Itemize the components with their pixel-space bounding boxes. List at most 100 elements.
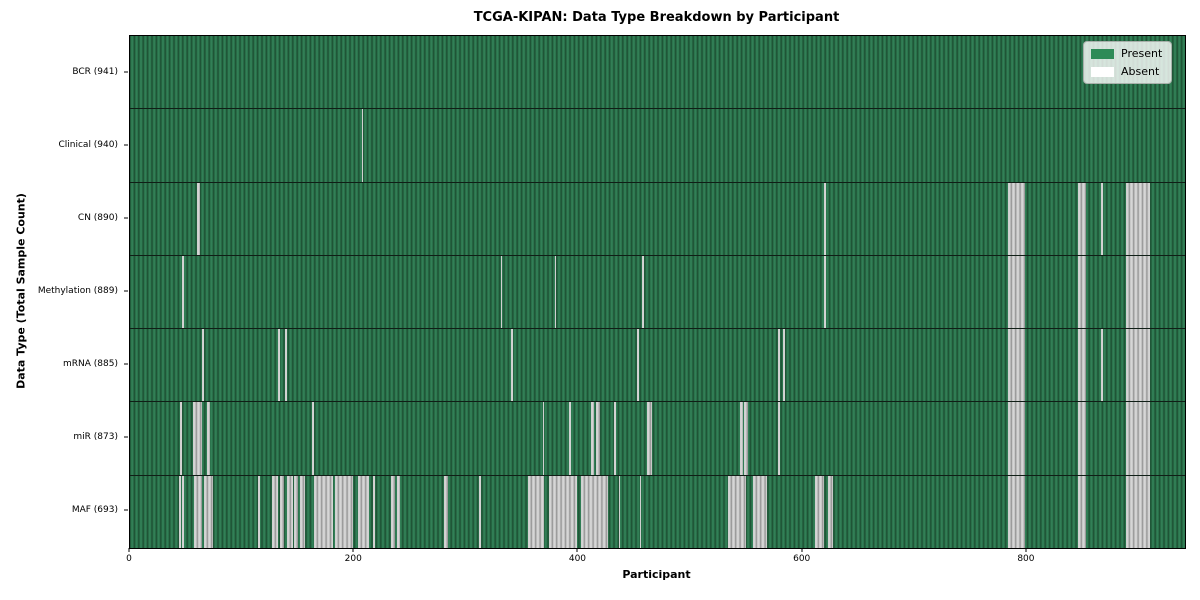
y-tick-label-cn: CN (890)	[77, 212, 118, 223]
heatmap-row-cn	[130, 182, 1185, 256]
plot-area	[129, 35, 1186, 549]
absent-block	[753, 475, 767, 548]
absent-block	[727, 475, 746, 548]
absent-block	[642, 255, 644, 329]
absent-block	[580, 475, 608, 548]
y-tick-mark	[124, 290, 128, 292]
chart-title: TCGA-KIPAN: Data Type Breakdown by Parti…	[473, 10, 840, 25]
absent-block	[1078, 255, 1087, 329]
absent-block	[815, 475, 824, 548]
absent-block	[180, 402, 182, 475]
absent-block	[511, 329, 514, 402]
absent-block	[823, 255, 827, 329]
x-tick-mark	[576, 548, 578, 552]
y-tick-mark	[124, 217, 128, 219]
heatmap-row-mrna	[130, 329, 1185, 403]
heatmap-row-maf	[130, 475, 1185, 548]
absent-block	[443, 475, 449, 548]
x-tick-label-400: 400	[568, 554, 587, 564]
absent-block	[280, 475, 284, 548]
absent-block	[293, 475, 299, 548]
x-tick-mark	[1025, 548, 1027, 552]
y-tick-mark	[124, 509, 128, 511]
x-axis-label: Participant	[622, 568, 691, 581]
legend-entry-absent: Absent	[1091, 65, 1162, 78]
present-swatch-icon	[1091, 48, 1114, 59]
absent-block	[277, 329, 281, 402]
absent-block	[1100, 329, 1104, 402]
absent-block	[528, 475, 544, 548]
absent-block	[618, 475, 621, 548]
legend-entry-present: Present	[1091, 47, 1162, 60]
absent-block	[744, 402, 748, 475]
absent-block	[590, 402, 595, 475]
absent-block	[1125, 255, 1151, 329]
y-tick-mark	[124, 363, 128, 365]
absent-block	[1007, 255, 1025, 329]
y-tick-label-clinical: Clinical (940)	[58, 139, 118, 150]
absent-block	[391, 475, 395, 548]
absent-block	[782, 329, 785, 402]
y-tick-mark	[124, 71, 128, 73]
absent-block	[286, 475, 293, 548]
heatmap-row-mir	[130, 402, 1185, 476]
absent-block	[778, 402, 781, 475]
absent-block	[362, 109, 364, 182]
absent-block	[549, 475, 578, 548]
x-tick-mark	[128, 548, 130, 552]
x-tick-label-600: 600	[793, 554, 811, 564]
x-tick-label-0: 0	[126, 554, 132, 564]
absent-block	[207, 402, 210, 475]
absent-block	[1125, 182, 1151, 255]
absent-block	[1007, 475, 1025, 548]
heatmap-row-clinical	[130, 109, 1185, 183]
absent-block	[554, 255, 557, 329]
absent-block	[1078, 182, 1087, 255]
y-tick-label-methylation: Methylation (889)	[37, 286, 118, 296]
absent-block	[335, 475, 354, 548]
x-tick-label-800: 800	[1017, 554, 1035, 564]
absent-block	[1125, 329, 1151, 402]
absent-block	[201, 329, 204, 402]
heatmap-row-bcr	[130, 36, 1185, 110]
absent-block	[646, 402, 653, 475]
absent-block	[197, 182, 200, 255]
legend-label-present: Present	[1121, 47, 1163, 60]
absent-block	[203, 475, 213, 548]
absent-block	[1125, 402, 1151, 475]
absent-block	[501, 255, 503, 329]
absent-block	[179, 475, 181, 548]
absent-block	[569, 402, 571, 475]
absent-block	[257, 475, 261, 548]
absent-block	[739, 402, 744, 475]
absent-block	[396, 475, 401, 548]
absent-block	[636, 329, 639, 402]
absent-block	[311, 402, 314, 475]
absent-block	[1007, 329, 1025, 402]
y-axis: BCR (941) Clinical (940) CN (890) Methylati…	[0, 35, 129, 547]
absent-block	[1078, 475, 1087, 548]
x-tick-label-200: 200	[344, 554, 362, 564]
legend-label-absent: Absent	[1121, 65, 1160, 78]
absent-swatch-icon	[1091, 66, 1114, 77]
absent-block	[1078, 329, 1087, 402]
legend: Present Absent	[1083, 41, 1173, 84]
absent-block	[614, 402, 616, 475]
absent-block	[193, 475, 202, 548]
absent-block	[1007, 402, 1025, 475]
x-tick-mark	[801, 548, 803, 552]
absent-block	[542, 402, 544, 475]
absent-block	[1007, 182, 1025, 255]
absent-block	[284, 329, 287, 402]
y-tick-label-mir: miR (873)	[73, 432, 118, 443]
absent-block	[1078, 402, 1087, 475]
x-tick-mark	[352, 548, 354, 552]
y-tick-mark	[124, 436, 128, 438]
absent-block	[181, 255, 184, 329]
absent-block	[272, 475, 278, 548]
absent-block	[478, 475, 481, 548]
absent-block	[828, 475, 833, 548]
absent-block	[640, 475, 642, 548]
absent-block	[1125, 475, 1151, 548]
